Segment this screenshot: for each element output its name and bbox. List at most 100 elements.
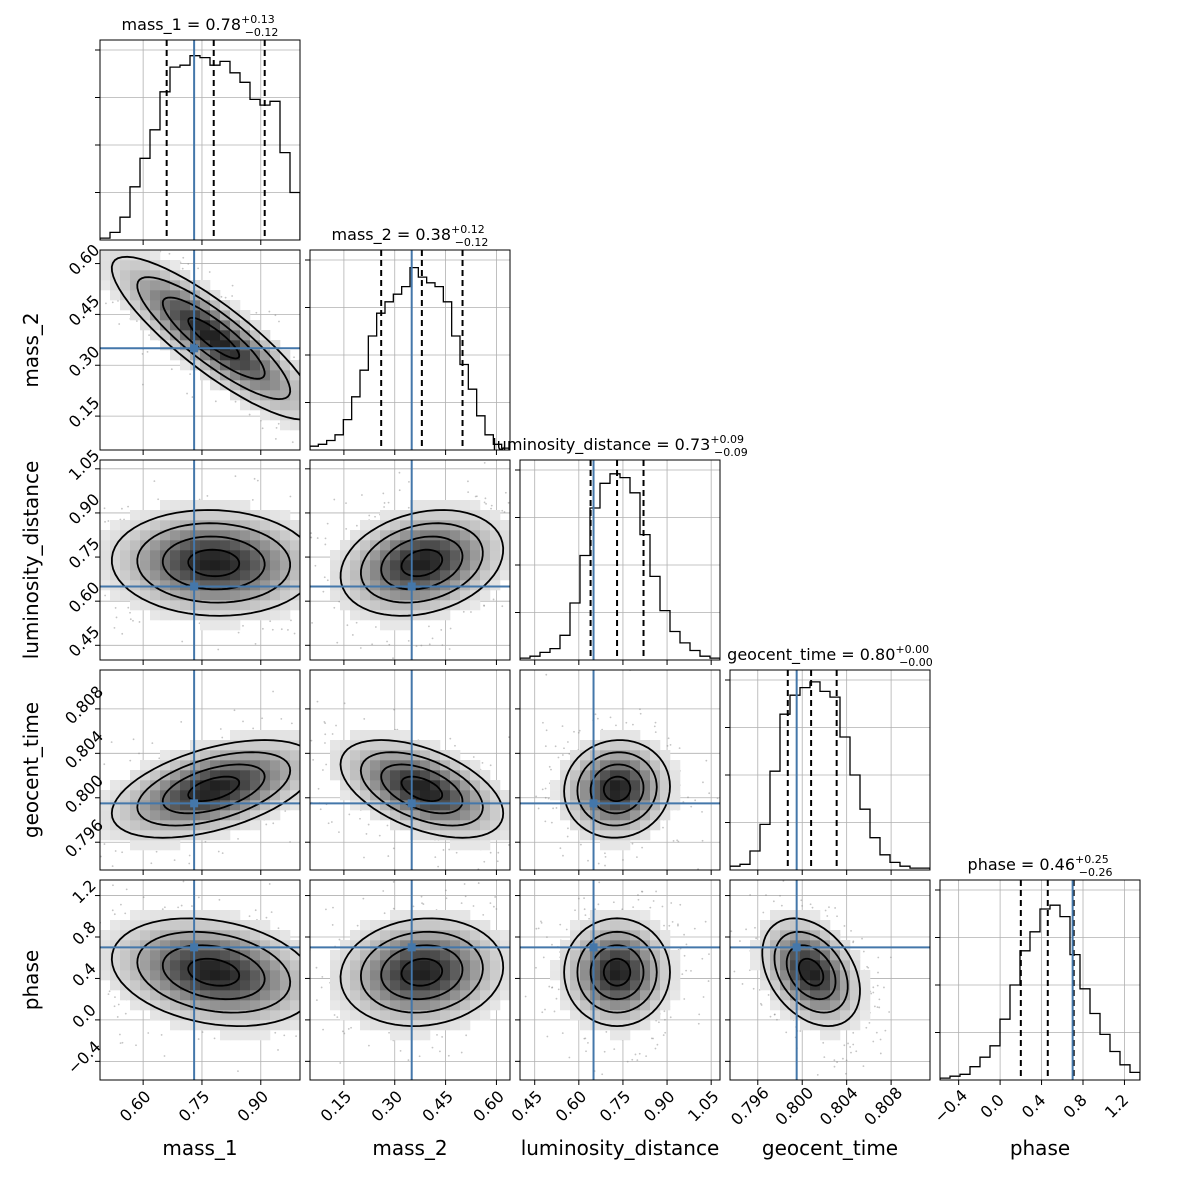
density-cell [460, 840, 471, 851]
density-cell [470, 820, 481, 831]
density-cell [130, 270, 141, 281]
density-blocks [100, 910, 300, 1041]
density-cell [240, 940, 251, 951]
density-cell [660, 790, 671, 801]
contour-line [110, 739, 300, 839]
density-cell [250, 530, 261, 541]
density-cell [400, 530, 411, 541]
sample-point [535, 795, 538, 798]
density-cell [390, 800, 401, 811]
sample-point [177, 906, 180, 909]
density-cell [260, 760, 271, 771]
density-cell [360, 800, 371, 811]
density-cell [110, 520, 121, 531]
sample-point [382, 890, 385, 892]
sample-point [489, 851, 492, 854]
sample-point [335, 412, 337, 414]
density-cell [180, 1020, 191, 1031]
title-value: mass_1 = 0.78 [122, 15, 241, 35]
density-cell [170, 260, 181, 271]
sample-point [639, 708, 641, 711]
density-cell [160, 960, 171, 971]
density-cell [200, 560, 211, 571]
density-cell [330, 950, 341, 961]
sample-point [380, 1035, 382, 1037]
density-cell [590, 810, 601, 821]
density-cell [290, 590, 300, 601]
density-cell [400, 550, 411, 561]
sample-point [398, 489, 401, 492]
density-cell [290, 360, 300, 371]
density-cell [200, 750, 211, 761]
sample-point [138, 621, 141, 623]
density-cell [240, 810, 251, 821]
density-cell [130, 560, 141, 571]
density-cell [250, 540, 261, 551]
density-cell [420, 500, 431, 511]
density-cell [400, 590, 411, 601]
sample-point [323, 988, 325, 990]
density-cell [210, 510, 221, 521]
density-cell [170, 550, 181, 561]
density-cell [130, 1000, 141, 1011]
sample-point [641, 846, 644, 849]
density-cell [460, 540, 471, 551]
sample-point [321, 388, 323, 390]
sample-point [321, 980, 323, 982]
sample-point [578, 729, 581, 732]
density-cell [180, 500, 191, 511]
sample-point [558, 846, 560, 848]
density-cell [580, 780, 591, 791]
density-cell [230, 310, 241, 321]
density-cell [210, 300, 221, 311]
density-cell [340, 770, 351, 781]
sample-point [251, 499, 254, 501]
density-cell [240, 930, 251, 941]
density-cell [250, 560, 261, 571]
sample-point [507, 501, 510, 504]
truth-marker [407, 582, 416, 591]
density-cell [100, 540, 111, 551]
density-cell [280, 800, 291, 811]
density-cell [250, 550, 261, 561]
sample-point [319, 971, 321, 973]
density-cell [410, 820, 421, 831]
density-cell [370, 980, 381, 991]
density-cell [440, 810, 451, 821]
density-cell [260, 510, 271, 521]
density-cell [260, 1000, 271, 1011]
density-cell [490, 520, 501, 531]
sample-point [421, 902, 423, 905]
density-cell [410, 1020, 421, 1031]
sample-point [313, 750, 315, 752]
density-cell [230, 810, 241, 821]
density-cell [170, 810, 181, 821]
density-cell [400, 990, 411, 1001]
sample-point [320, 986, 323, 989]
sample-point [326, 522, 329, 525]
density-cell [200, 520, 211, 531]
sample-point [318, 599, 320, 601]
sample-point [467, 491, 470, 494]
density-cell [340, 570, 351, 581]
density-cell [260, 350, 271, 361]
density-cell [370, 960, 381, 971]
density-cell [210, 910, 221, 921]
sample-point [546, 574, 548, 576]
density-cell [150, 800, 161, 811]
density-cell [180, 790, 191, 801]
sample-point [501, 509, 504, 512]
y-tick-label: 0.0 [68, 1000, 99, 1031]
density-cell [250, 320, 261, 331]
density-cell [170, 910, 181, 921]
density-cell [120, 560, 131, 571]
density-cell [460, 550, 471, 561]
density-cell [380, 1000, 391, 1011]
sample-point [330, 821, 333, 823]
sample-point [512, 571, 514, 573]
density-cell [120, 280, 131, 291]
sample-point [445, 897, 448, 900]
sample-point [129, 759, 132, 762]
density-cell [390, 590, 401, 601]
density-cell [230, 370, 241, 381]
